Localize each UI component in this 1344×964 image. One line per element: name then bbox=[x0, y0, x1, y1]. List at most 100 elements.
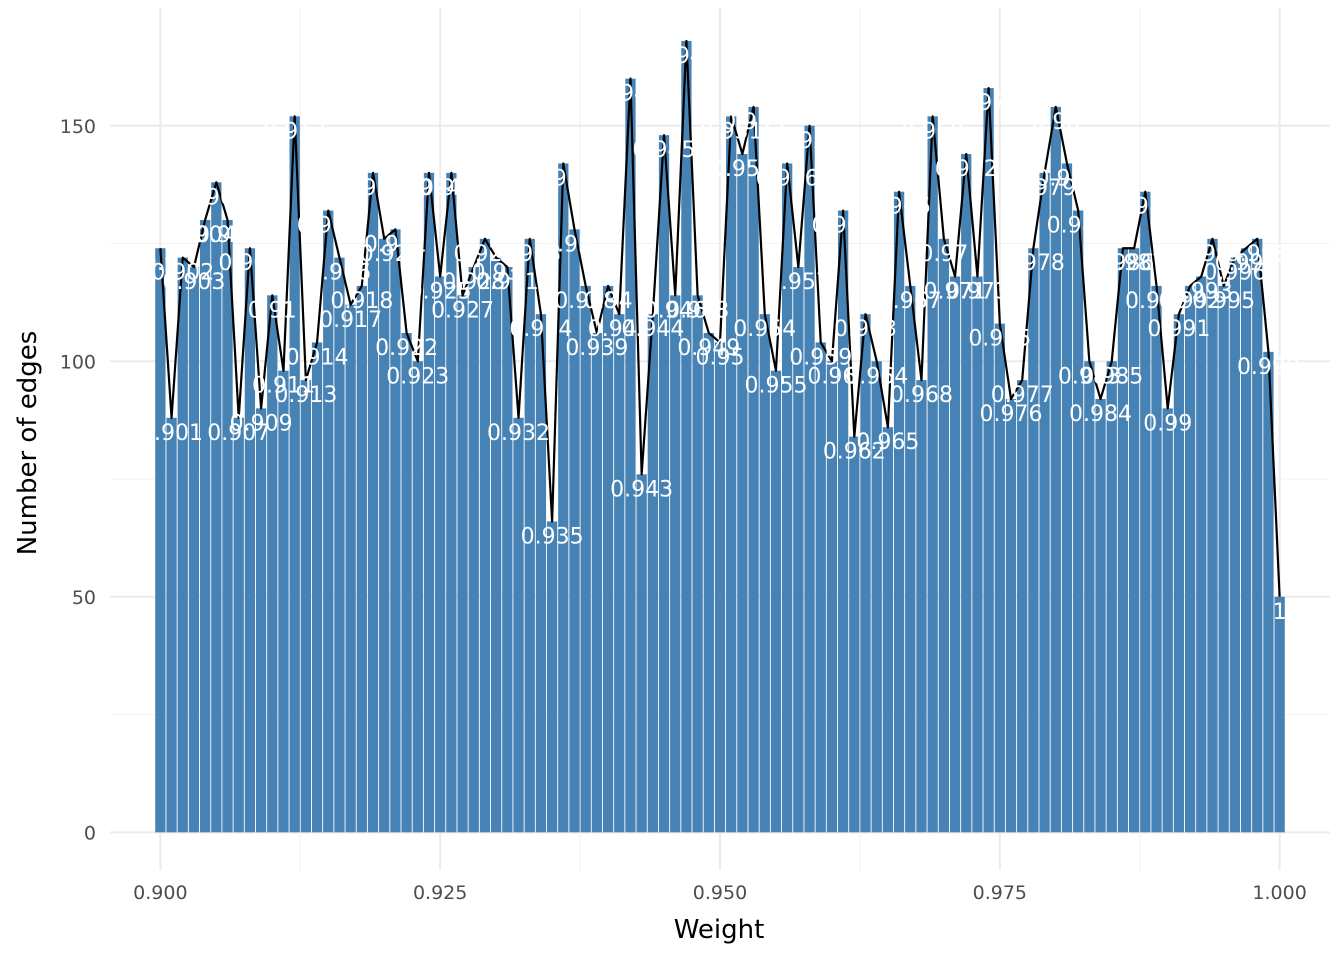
histogram-bar bbox=[323, 210, 334, 833]
histogram-bar bbox=[1106, 361, 1117, 833]
histogram-bar bbox=[837, 210, 849, 833]
bar-value-label: 0.937 bbox=[543, 232, 606, 257]
histogram-bar bbox=[1151, 285, 1162, 833]
histogram-bar bbox=[726, 116, 737, 833]
histogram-bar bbox=[782, 163, 793, 833]
bar-value-label: 0.928 bbox=[442, 270, 505, 295]
y-tick-label: 50 bbox=[72, 587, 96, 609]
histogram-bar bbox=[1061, 163, 1073, 833]
histogram-bar bbox=[871, 361, 882, 833]
histogram-bar bbox=[625, 78, 636, 833]
bar-value-label: 0.944 bbox=[621, 317, 684, 342]
histogram-bar bbox=[1263, 351, 1274, 833]
bar-value-label: 0.942 bbox=[599, 82, 662, 107]
histogram-bar bbox=[1050, 106, 1061, 833]
histogram-bar bbox=[1173, 314, 1185, 833]
histogram-bar bbox=[1184, 285, 1196, 833]
histogram-bar bbox=[972, 276, 983, 833]
histogram-bar bbox=[703, 333, 714, 833]
histogram-bar bbox=[401, 333, 412, 833]
y-axis-title: Number of edges bbox=[13, 331, 43, 556]
histogram-bar bbox=[882, 427, 894, 833]
histogram-bar bbox=[770, 370, 782, 833]
bar-value-label: 0.956 bbox=[756, 166, 819, 191]
bar-value-label: 0.915 bbox=[297, 214, 360, 239]
bar-value-label: 0.968 bbox=[890, 383, 953, 408]
bar-value-label: 0.965 bbox=[856, 430, 919, 455]
bar-value-label: 0.988 bbox=[1114, 195, 1177, 220]
bar-value-label: 0.924 bbox=[397, 176, 460, 201]
histogram-bar bbox=[1218, 285, 1229, 833]
bar-value-label: 0.92 bbox=[360, 242, 409, 267]
histogram-bar bbox=[502, 267, 513, 833]
y-axis-ticks: 0 50 100 150 bbox=[60, 116, 96, 845]
histogram-bar bbox=[255, 408, 267, 833]
bar-value-label: 0.97 bbox=[919, 242, 968, 267]
y-tick-label: 150 bbox=[60, 116, 96, 138]
bar-value-label: 0.981 bbox=[1035, 166, 1098, 191]
histogram-bar bbox=[1073, 210, 1084, 833]
histogram-bar bbox=[681, 40, 692, 833]
histogram-bar bbox=[1017, 380, 1028, 833]
bar-value-label: 0.963 bbox=[834, 317, 897, 342]
histogram-bar bbox=[446, 172, 457, 833]
histogram-bar bbox=[793, 267, 804, 833]
histogram-bar bbox=[1196, 276, 1207, 833]
histogram-bar bbox=[692, 295, 703, 833]
histogram-bar bbox=[558, 163, 569, 833]
bar-value-label: 0.98 bbox=[1031, 110, 1080, 135]
bar-value-label: 0.983 bbox=[1058, 364, 1121, 389]
bar-value-label: 0.989 bbox=[1125, 289, 1188, 314]
histogram-bar bbox=[367, 172, 379, 833]
bar-value-label: 0.967 bbox=[879, 289, 942, 314]
histogram-bar bbox=[569, 229, 580, 833]
bar-value-label: 0.922 bbox=[375, 336, 438, 361]
histogram-bar bbox=[580, 285, 591, 833]
histogram-bar bbox=[714, 342, 726, 833]
bar-value-label: 0.952 bbox=[711, 157, 774, 182]
histogram-bar bbox=[804, 125, 815, 833]
histogram-bar bbox=[905, 285, 916, 833]
histogram-bar bbox=[1084, 361, 1095, 833]
histogram-bar bbox=[199, 219, 211, 833]
histogram-bar bbox=[1252, 238, 1263, 833]
histogram-bar bbox=[748, 106, 759, 833]
bar-value-label: 0.972 bbox=[935, 157, 998, 182]
histogram-bar bbox=[457, 295, 468, 833]
bar-value-label: 0.982 bbox=[1047, 214, 1110, 239]
bar-value-label: 0.975 bbox=[968, 327, 1031, 352]
histogram-bar bbox=[166, 417, 177, 833]
bar-value-label: 0.953 bbox=[722, 110, 785, 135]
histogram-bar bbox=[289, 116, 300, 833]
histogram-bar bbox=[390, 229, 401, 833]
histogram-bar bbox=[513, 417, 524, 833]
histogram-bar bbox=[490, 257, 502, 833]
bar-value-label: 0.902 bbox=[151, 261, 214, 286]
bar-value-label: 0.94 bbox=[584, 289, 633, 314]
bar-value-label: 0.984 bbox=[1069, 402, 1132, 427]
histogram-bar bbox=[591, 333, 603, 833]
bar-value-label: 0.926 bbox=[420, 176, 483, 201]
bar-value-label: 0.96 bbox=[807, 364, 856, 389]
histogram-bar bbox=[602, 285, 614, 833]
bar-value-label: 0.974 bbox=[957, 91, 1020, 116]
bar-value-label: 0.958 bbox=[778, 129, 841, 154]
bar-value-label: 0.966 bbox=[868, 195, 931, 220]
histogram-bar bbox=[1229, 257, 1241, 833]
histogram-bar bbox=[938, 238, 950, 833]
histogram-bar bbox=[468, 267, 479, 833]
histogram-bar bbox=[524, 238, 535, 833]
bar-value-label: 0.916 bbox=[308, 261, 371, 286]
histogram-bar bbox=[479, 238, 491, 833]
bar-value-label: 0.947 bbox=[655, 44, 718, 69]
x-axis-title: Weight bbox=[674, 915, 765, 945]
histogram-bar bbox=[1207, 238, 1218, 833]
histogram-bar bbox=[334, 257, 345, 833]
bar-value-label: 0.941 bbox=[588, 317, 651, 342]
bar-value-label: 0.99 bbox=[1143, 411, 1192, 436]
x-tick-label: 0.950 bbox=[693, 882, 747, 904]
histogram-bar bbox=[759, 314, 770, 833]
histogram-bar bbox=[1128, 248, 1140, 833]
